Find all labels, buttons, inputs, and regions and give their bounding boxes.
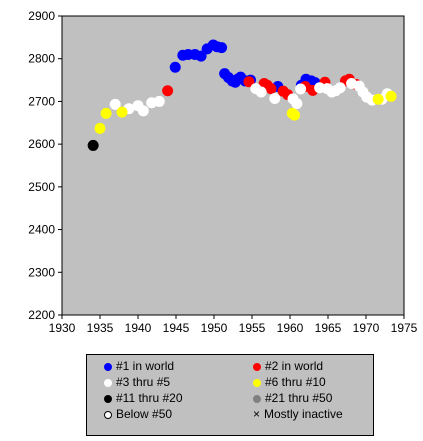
data-point xyxy=(334,82,346,94)
data-point xyxy=(116,106,128,118)
data-point xyxy=(291,98,303,110)
y-tick-label: 2200 xyxy=(28,308,55,322)
data-point xyxy=(109,98,121,110)
legend-label: Below #50 xyxy=(116,407,173,421)
y-axis-ticks: 2200 2300 2400 2500 2600 2700 2800 2900 xyxy=(28,9,62,322)
data-point xyxy=(216,42,228,54)
legend-item: × Mostly inactive xyxy=(253,407,343,421)
x-tick-label: 1955 xyxy=(239,321,266,335)
legend-item: #2 in world xyxy=(253,359,323,373)
x-tick-label: 1935 xyxy=(87,321,114,335)
data-point xyxy=(385,90,397,102)
legend-label: #2 in world xyxy=(265,359,324,373)
legend-label: #6 thru #10 xyxy=(265,375,326,389)
legend-label: #3 thru #5 xyxy=(116,375,171,389)
y-tick-label: 2600 xyxy=(28,137,55,151)
data-point xyxy=(255,86,267,98)
x-tick-label: 1945 xyxy=(163,321,190,335)
data-point xyxy=(137,105,149,117)
legend-marker xyxy=(253,395,261,403)
x-tick-label: 1970 xyxy=(353,321,380,335)
data-point xyxy=(372,93,384,105)
legend-marker xyxy=(253,379,261,387)
legend-item: #3 thru #5 xyxy=(104,375,170,389)
x-tick-label: 1960 xyxy=(277,321,304,335)
y-tick-label: 2300 xyxy=(28,265,55,279)
data-point xyxy=(162,85,174,97)
legend-item: #6 thru #10 xyxy=(253,375,326,389)
legend-marker xyxy=(104,363,112,371)
legend-marker xyxy=(253,363,261,371)
y-tick-label: 2500 xyxy=(28,180,55,194)
legend-marker xyxy=(104,411,112,419)
legend-label: #21 thru #50 xyxy=(265,391,333,405)
legend-item: #1 in world xyxy=(104,359,174,373)
x-axis-ticks: 1930 1935 1940 1945 1950 1955 1960 1965 1970 1975 xyxy=(49,315,418,335)
legend-label: #1 in world xyxy=(116,359,175,373)
legend-marker xyxy=(104,379,112,387)
x-tick-label: 1930 xyxy=(49,321,76,335)
data-point xyxy=(153,95,165,107)
data-point xyxy=(169,61,181,73)
data-point xyxy=(269,92,281,104)
plot-area xyxy=(61,15,405,316)
legend-item: Below #50 xyxy=(104,407,172,421)
y-tick-label: 2700 xyxy=(28,94,55,108)
legend-label: Mostly inactive xyxy=(264,407,343,421)
legend-x-marker: × xyxy=(253,407,261,421)
legend-item: #11 thru #20 xyxy=(104,391,183,405)
chart-svg: 1930 1935 1940 1945 1950 1955 1960 1965 1970 1975… xyxy=(28,9,418,335)
data-point xyxy=(195,50,207,62)
data-point xyxy=(94,122,106,134)
legend-marker xyxy=(104,395,112,403)
data-point xyxy=(289,109,301,121)
y-tick-label: 2900 xyxy=(28,9,55,23)
data-point xyxy=(100,107,112,119)
legend-item: #21 thru #50 xyxy=(253,391,332,405)
legend-label: #11 thru #20 xyxy=(116,391,183,405)
data-point xyxy=(295,83,307,95)
data-point xyxy=(265,83,277,95)
data-point xyxy=(87,139,99,151)
y-tick-label: 2800 xyxy=(28,52,55,66)
x-tick-label: 1940 xyxy=(125,321,152,335)
x-tick-label: 1965 xyxy=(315,321,342,335)
x-tick-label: 1975 xyxy=(391,321,418,335)
y-tick-label: 2400 xyxy=(28,223,55,237)
legend: #1 in world #2 in world #3 thru #5 #6 thru … xyxy=(86,354,374,436)
x-tick-label: 1950 xyxy=(201,321,228,335)
data-points xyxy=(87,39,397,151)
data-point xyxy=(243,76,255,88)
